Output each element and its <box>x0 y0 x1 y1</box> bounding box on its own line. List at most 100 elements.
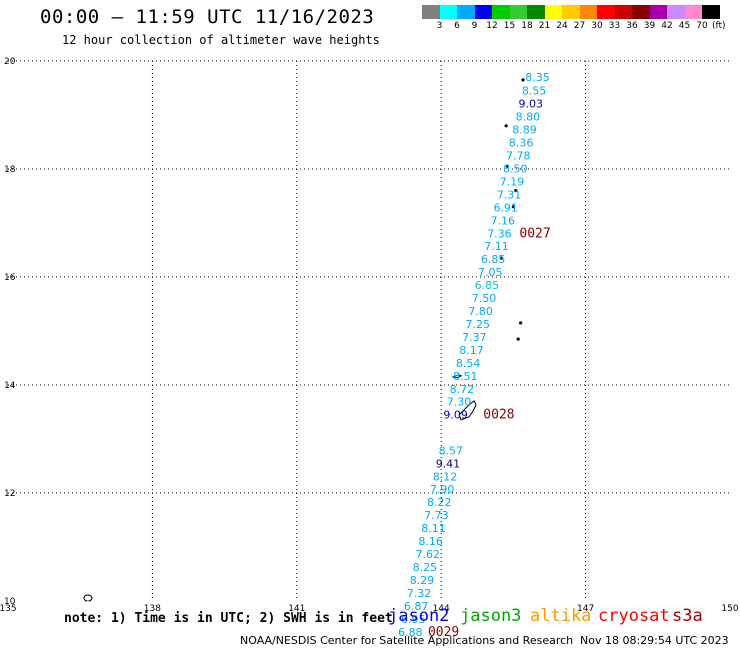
lon-tick-label: 138 <box>144 604 161 614</box>
wave-height-label: 8.17 <box>459 344 484 357</box>
footer-timestamp: Nov 18 08:29:54 UTC 2023 <box>580 634 729 647</box>
wave-height-label: 7.62 <box>415 548 440 561</box>
wave-height-label: 7.19 <box>500 175 525 188</box>
wave-height-label: 7.11 <box>484 240 509 253</box>
wave-height-label: 7.50 <box>472 292 497 305</box>
color-scale-cell <box>527 5 545 19</box>
wave-height-label: 7.90 <box>430 483 455 496</box>
note-text: note: 1) Time is in UTC; 2) SWH is in fe… <box>64 611 393 626</box>
color-scale-cell <box>422 5 440 19</box>
wave-height-label: 7.16 <box>491 214 516 227</box>
lat-tick-label: 20 <box>4 57 16 67</box>
wave-height-label: 9.41 <box>436 457 461 470</box>
island-mark <box>511 205 515 209</box>
legend-altika: altika <box>530 606 592 626</box>
lon-tick-label: 147 <box>577 604 594 614</box>
pass-time-label: 0029 <box>428 625 459 640</box>
color-scale-label: 30 <box>591 21 603 31</box>
color-scale-bar <box>422 5 720 19</box>
island-mark <box>516 337 520 341</box>
wave-height-label: 8.89 <box>512 124 537 137</box>
wave-height-label: 8.55 <box>522 85 547 98</box>
color-scale-label: 39 <box>643 21 656 31</box>
wave-height-label: 6.91 <box>493 201 518 214</box>
color-scale-label: 12 <box>486 21 498 31</box>
color-scale-cell <box>649 5 667 19</box>
wave-height-label: 8.72 <box>450 383 475 396</box>
color-scale-label: 21 <box>538 21 551 31</box>
wave-height-label: 8.25 <box>413 561 438 574</box>
ulithi-outline <box>83 594 93 602</box>
wave-height-label: 6.88 <box>398 626 423 639</box>
wave-height-label: 7.73 <box>424 509 449 522</box>
color-scale-label: 70 <box>696 21 708 31</box>
wave-height-label: 8.50 <box>503 162 528 175</box>
color-scale-cell <box>597 5 615 19</box>
color-scale-label: 18 <box>521 21 533 31</box>
color-scale-label: 3 <box>436 21 443 31</box>
color-scale-cell <box>474 5 492 19</box>
color-scale-unit: (ft) <box>712 21 726 31</box>
lat-tick-label: 14 <box>4 381 16 391</box>
color-scale-label: 6 <box>454 21 460 31</box>
wave-height-label: 8.11 <box>421 522 446 535</box>
legend-cryosat: cryosat <box>598 606 670 626</box>
lat-tick-label: 16 <box>4 273 16 283</box>
wave-height-label: 7.78 <box>506 150 531 163</box>
color-scale-label: 27 <box>573 21 586 31</box>
color-scale-cell <box>544 5 562 19</box>
wave-height-label: 6.85 <box>475 279 500 292</box>
legend-s3a: s3a <box>672 606 703 626</box>
island-mark <box>519 321 523 325</box>
wave-height-label: 7.32 <box>407 587 432 600</box>
legend-jason3: jason3 <box>460 606 522 626</box>
wave-height-label: 7.31 <box>497 188 522 201</box>
legend-jason2: jason2 <box>388 606 450 626</box>
guam-outline <box>458 400 477 421</box>
wave-height-label: 7.30 <box>447 396 472 409</box>
wave-height-label: 8.29 <box>410 574 435 587</box>
wave-height-label: 8.16 <box>418 535 443 548</box>
lon-tick-label: 141 <box>288 604 305 614</box>
wave-height-label: 8.12 <box>433 470 458 483</box>
wave-height-label: 8.51 <box>453 370 478 383</box>
color-scale-label: 15 <box>503 21 516 31</box>
color-scale-label: 45 <box>678 21 691 31</box>
color-scale-label: 33 <box>608 21 621 31</box>
lat-tick-label: 18 <box>4 165 16 175</box>
color-scale-cell <box>684 5 702 19</box>
color-scale-label: 36 <box>626 21 638 31</box>
wave-height-label: 9.03 <box>518 98 543 111</box>
wave-height-label: 8.22 <box>427 496 452 509</box>
color-scale-label: 9 <box>471 21 478 31</box>
wave-height-label: 6.85 <box>481 253 506 266</box>
map-subtitle: 12 hour collection of altimeter wave hei… <box>62 33 380 47</box>
color-scale-cell <box>632 5 650 19</box>
island-mark <box>514 189 518 193</box>
wave-height-label: 8.35 <box>525 71 550 84</box>
lon-tick-label: 150 <box>721 604 738 614</box>
color-scale-cell <box>457 5 475 19</box>
color-scale-label: 42 <box>661 21 673 31</box>
map-title: 00:00 – 11:59 UTC 11/16/2023 <box>40 6 375 28</box>
island-mark <box>521 78 525 82</box>
wave-height-label: 8.36 <box>509 137 534 150</box>
wave-height-label: 6.87 <box>404 600 429 613</box>
color-scale-cell <box>492 5 510 19</box>
lon-tick-label: 135 <box>0 604 17 614</box>
lat-tick-label: 12 <box>4 489 15 499</box>
wave-height-label: 7.25 <box>466 318 491 331</box>
wave-height-label: 7.05 <box>478 266 503 279</box>
wave-height-label: 8.80 <box>516 111 541 124</box>
wave-height-label: 8.54 <box>456 357 481 370</box>
color-scale-cell <box>702 5 720 19</box>
color-scale-cell <box>562 5 580 19</box>
wave-height-label: 7.36 <box>487 227 512 240</box>
wave-height-label: 6.95 <box>401 613 426 626</box>
wave-height-label: 7.80 <box>468 305 493 318</box>
color-scale-cell <box>667 5 685 19</box>
island-mark <box>504 124 508 128</box>
color-scale-labels: 3 6 9 12 15 18 21 24 27 30 33 36 39 42 45 70 <box>422 21 711 31</box>
pass-time-label: 0028 <box>483 408 514 423</box>
